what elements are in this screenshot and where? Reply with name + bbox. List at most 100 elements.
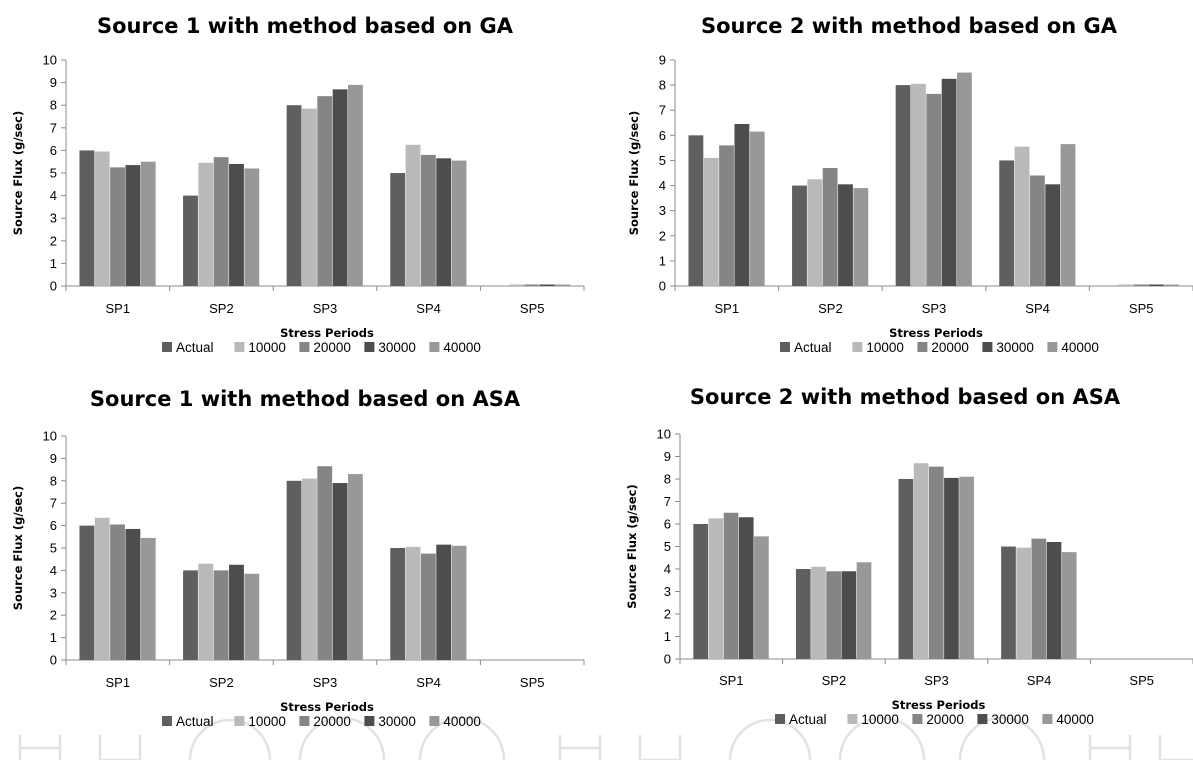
chart-title: Source 2 with method based on GA [701,14,1118,38]
bar-20000-sp2 [213,157,229,286]
x-axis-title: Stress Periods [889,326,983,340]
legend-swatch-20000 [299,716,310,726]
legend-swatch-30000 [982,342,993,352]
x-category-label: SP2 [209,301,234,316]
bar-40000-sp2 [856,562,872,659]
x-axis-title: Stress Periods [280,326,374,340]
bar-30000-sp3 [941,78,957,286]
bar-30000-sp1 [738,517,754,659]
bar-40000-sp1 [140,161,156,286]
bar-10000-sp2 [811,566,826,659]
legend-swatch-actual [162,342,172,352]
legend-label-40000: 40000 [1061,340,1099,355]
y-tick-label: 6 [659,128,666,143]
y-tick-label: 8 [50,98,57,113]
bar-40000-sp3 [348,474,363,660]
y-tick-label: 0 [50,279,57,294]
legend-label-30000: 30000 [378,714,416,729]
y-tick-label: 3 [664,584,671,599]
bar-actual-sp1 [79,150,95,286]
legend-label-20000: 20000 [926,712,964,727]
y-tick-label: 0 [50,653,57,668]
y-tick-label: 7 [50,496,57,511]
y-tick-label: 7 [659,103,666,118]
bar-40000-sp5 [1164,284,1180,286]
bar-40000-sp1 [140,537,156,660]
legend-label-actual: Actual [176,714,214,729]
y-tick-label: 9 [50,75,57,90]
y-tick-label: 8 [659,78,666,93]
bar-20000-sp1 [719,145,734,286]
bar-20000-sp1 [110,524,125,660]
bar-30000-sp2 [841,571,857,659]
bar-actual-sp2 [183,195,198,286]
legend-label-40000: 40000 [1056,712,1094,727]
x-axis-title: Stress Periods [280,700,374,714]
bar-20000-sp4 [420,553,436,660]
legend-label-40000: 40000 [443,714,481,729]
y-axis-title: Source Flux (g/sec) [11,486,25,610]
legend: Actual 10000 20000 30000 40000 [162,340,481,355]
bar-40000-sp4 [451,160,467,286]
watermark-decoration [18,716,1193,760]
legend-swatch-10000 [234,716,245,726]
y-tick-label: 1 [50,630,57,645]
legend-swatch-40000 [1042,714,1053,724]
bar-30000-sp4 [436,158,452,286]
bar-10000-sp5 [1118,284,1134,286]
bar-actual-sp4 [999,160,1015,286]
bar-40000-sp3 [959,476,974,659]
bar-30000-sp2 [838,184,853,286]
legend-swatch-20000 [917,342,928,352]
bar-actual-sp3 [286,480,302,660]
bar-actual-sp1 [693,524,709,659]
x-category-label: SP5 [520,675,545,690]
bar-30000-sp4 [436,544,452,660]
bar-40000-sp1 [754,536,769,660]
legend: Actual 10000 20000 30000 40000 [775,712,1094,727]
bar-20000-sp4 [1029,175,1045,286]
legend-swatch-actual [162,716,172,726]
bar-10000-sp1 [94,517,110,660]
bar-30000-sp4 [1046,542,1062,659]
x-axis-title: Stress Periods [892,698,986,712]
bar-40000-sp3 [348,84,363,286]
y-tick-label: 4 [50,563,57,578]
y-tick-label: 10 [657,427,671,442]
bar-20000-sp4 [1031,538,1047,660]
bar-40000-sp1 [749,131,765,286]
bar-20000-sp5 [524,284,540,286]
x-category-label: SP1 [719,673,744,688]
legend-swatch-10000 [852,342,863,352]
bar-10000-sp3 [913,463,929,659]
y-tick-label: 8 [664,472,671,487]
y-tick-label: 5 [50,166,57,181]
bar-20000-sp1 [110,167,125,286]
y-tick-label: 2 [50,608,57,623]
legend-label-40000: 40000 [443,340,481,355]
bar-10000-sp3 [302,478,317,660]
bar-10000-sp3 [302,108,317,286]
bar-10000-sp4 [405,546,421,660]
bar-20000-sp2 [822,167,838,286]
bar-10000-sp2 [198,563,214,660]
y-axis-title: Source Flux (g/sec) [11,111,25,235]
bar-actual-sp1 [688,135,704,286]
bar-30000-sp1 [734,124,750,286]
x-category-label: SP3 [922,301,947,316]
legend: Actual 10000 20000 30000 40000 [162,714,481,729]
y-tick-label: 2 [664,607,671,622]
legend-swatch-20000 [299,342,310,352]
y-tick-label: 3 [50,211,57,226]
legend-swatch-10000 [234,342,245,352]
bar-40000-sp2 [244,573,260,660]
bar-20000-sp3 [928,466,944,660]
bar-20000-sp2 [826,571,841,659]
bar-actual-sp4 [390,173,406,286]
legend-swatch-40000 [429,342,440,352]
chart-title: Source 1 with method based on GA [97,14,514,38]
x-category-label: SP5 [520,301,545,316]
bar-40000-sp2 [853,188,869,286]
bar-40000-sp4 [451,545,467,660]
bar-30000-sp3 [332,483,348,660]
